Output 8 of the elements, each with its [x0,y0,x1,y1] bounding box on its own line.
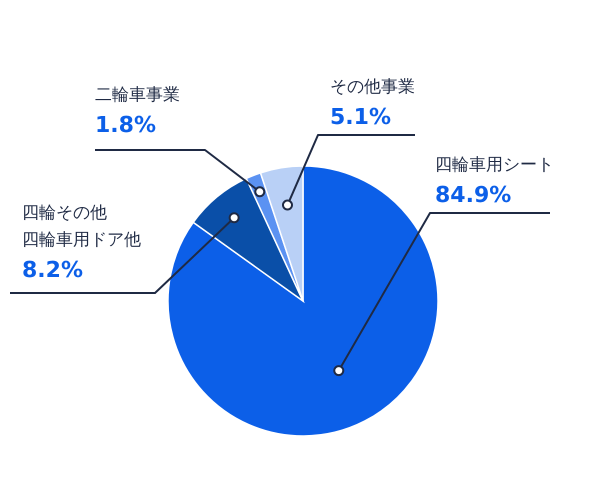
data-label: 5.1% [330,105,392,130]
slice-label: 四輪その他四輪車用ドア他 [22,203,141,250]
data-label: 1.8% [95,113,156,138]
slice-label: 二輪車事業 [95,85,180,105]
slice-label: 四輪車用シート [435,155,554,175]
data-label: 84.9% [435,183,512,208]
data-label: 8.2% [22,258,84,283]
slice-label: その他事業 [330,77,415,97]
